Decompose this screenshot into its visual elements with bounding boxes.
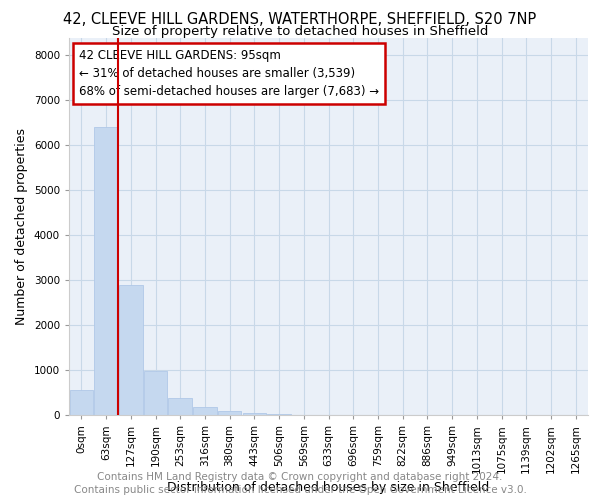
Text: 42, CLEEVE HILL GARDENS, WATERTHORPE, SHEFFIELD, S20 7NP: 42, CLEEVE HILL GARDENS, WATERTHORPE, SH… (64, 12, 536, 28)
Bar (218, 411, 241, 415)
Bar (268, 414, 291, 415)
Text: Size of property relative to detached houses in Sheffield: Size of property relative to detached ho… (112, 25, 488, 38)
Bar (242, 413, 266, 415)
Text: Contains HM Land Registry data © Crown copyright and database right 2024.
Contai: Contains HM Land Registry data © Crown c… (74, 472, 526, 495)
Bar (144, 372, 167, 415)
Bar (119, 284, 143, 415)
Y-axis label: Number of detached properties: Number of detached properties (15, 128, 28, 325)
Bar (193, 407, 217, 415)
Bar (169, 398, 192, 415)
Bar (94, 128, 118, 415)
Text: 42 CLEEVE HILL GARDENS: 95sqm
← 31% of detached houses are smaller (3,539)
68% o: 42 CLEEVE HILL GARDENS: 95sqm ← 31% of d… (79, 49, 380, 98)
X-axis label: Distribution of detached houses by size in Sheffield: Distribution of detached houses by size … (167, 481, 490, 494)
Bar (70, 390, 93, 415)
